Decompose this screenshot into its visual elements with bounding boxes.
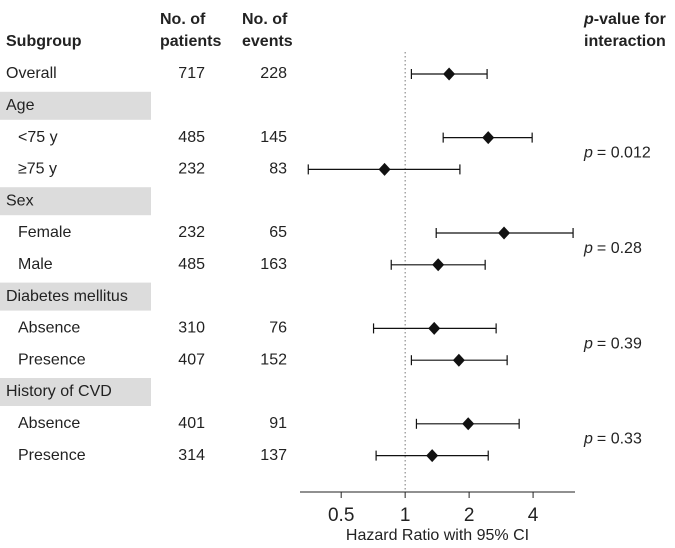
- events: 228: [260, 65, 287, 82]
- hr-point: [482, 131, 495, 145]
- row-label: <75 y: [18, 129, 58, 146]
- p-symbol: p: [583, 431, 593, 448]
- row-label: Absence: [18, 415, 80, 432]
- header-part: p: [583, 11, 594, 28]
- group-label: Age: [6, 97, 35, 114]
- x-tick-label: 4: [528, 505, 539, 526]
- events: 91: [269, 415, 287, 432]
- header: Subgroup: [6, 33, 82, 50]
- hr-point: [498, 226, 511, 240]
- patients: 401: [178, 415, 205, 432]
- header: No. of: [242, 11, 288, 28]
- group-band: [0, 282, 151, 311]
- hr-point: [432, 258, 445, 272]
- header: interaction: [584, 33, 666, 50]
- patients: 485: [178, 256, 205, 273]
- x-tick-label: 0.5: [328, 505, 354, 526]
- hr-point: [452, 353, 465, 367]
- hr-point: [462, 417, 475, 431]
- group-label: Sex: [6, 192, 34, 209]
- p-text: = 0.39: [597, 336, 642, 353]
- patients: 717: [178, 65, 205, 82]
- events: 152: [260, 351, 287, 368]
- p-text: = 0.28: [597, 240, 642, 257]
- x-axis-label: Hazard Ratio with 95% CI: [346, 527, 529, 544]
- events: 163: [260, 256, 287, 273]
- patients: 310: [178, 320, 205, 337]
- hr-point: [426, 449, 439, 463]
- row-label: Overall: [6, 65, 57, 82]
- events: 76: [269, 320, 287, 337]
- p-text: = 0.33: [597, 431, 642, 448]
- row-label: ≥75 y: [18, 161, 57, 178]
- x-tick-label: 2: [464, 505, 475, 526]
- header: events: [242, 33, 293, 50]
- x-tick-label: 1: [400, 505, 411, 526]
- row-label: Female: [18, 224, 71, 241]
- patients: 232: [178, 224, 205, 241]
- p-value: p = 0.012: [583, 145, 651, 162]
- hr-point: [428, 321, 441, 335]
- patients: 232: [178, 161, 205, 178]
- p-symbol: p: [583, 145, 593, 162]
- header-part: -value for: [594, 11, 666, 28]
- p-symbol: p: [583, 240, 593, 257]
- p-value: p = 0.39: [583, 336, 642, 353]
- p-text: = 0.012: [597, 145, 651, 162]
- events: 83: [269, 161, 287, 178]
- p-value: p = 0.33: [583, 431, 642, 448]
- hr-point: [443, 67, 456, 81]
- group-label: Diabetes mellitus: [6, 288, 128, 305]
- row-label: Absence: [18, 320, 80, 337]
- patients: 407: [178, 351, 205, 368]
- patients: 314: [178, 447, 205, 464]
- group-band: [0, 91, 151, 120]
- group-band: [0, 378, 151, 406]
- events: 65: [269, 224, 287, 241]
- events: 137: [260, 447, 287, 464]
- patients: 485: [178, 129, 205, 146]
- header: p-value for: [583, 11, 666, 28]
- group-label: History of CVD: [6, 383, 112, 400]
- header: No. of: [160, 11, 206, 28]
- p-value: p = 0.28: [583, 240, 642, 257]
- row-label: Presence: [18, 447, 86, 464]
- p-symbol: p: [583, 336, 593, 353]
- hr-point: [378, 162, 391, 176]
- group-band: [0, 187, 151, 216]
- row-label: Male: [18, 256, 53, 273]
- row-label: Presence: [18, 351, 86, 368]
- header: patients: [160, 33, 221, 50]
- events: 145: [260, 129, 287, 146]
